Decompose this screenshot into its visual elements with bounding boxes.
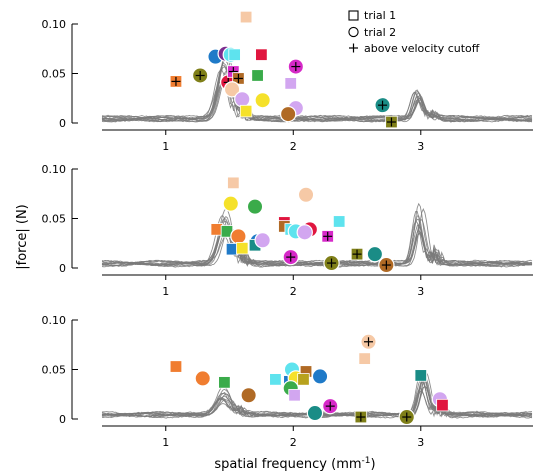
trial1-square-marker: [358, 352, 371, 365]
trial2-circle-marker: [246, 198, 264, 215]
force-trace: [101, 211, 533, 266]
force-trace: [102, 66, 533, 120]
y-axis-label: |force| (N): [15, 204, 30, 270]
trial1-square-marker: [251, 69, 264, 82]
trial1-square-marker: [255, 48, 268, 61]
force-trace: [101, 68, 533, 122]
y-tick-label: 0: [59, 262, 66, 275]
force-traces: [101, 202, 533, 268]
trial1-square-marker: [218, 376, 231, 389]
force-trace: [101, 217, 533, 265]
trial1-square-marker: [332, 215, 346, 228]
legend-label-above-cutoff: above velocity cutoff: [364, 42, 480, 55]
marker-points: [169, 10, 398, 129]
x-axis-label: spatial frequency (mm-1): [214, 456, 375, 472]
legend: trial 1 trial 2 above velocity cutoff: [348, 9, 480, 55]
x-tick-label: 1: [162, 436, 169, 449]
trial2-circle-marker: [240, 387, 257, 404]
trial2-circle-marker: [254, 92, 271, 109]
x-tick-label: 2: [290, 285, 297, 298]
force-trace: [101, 81, 533, 120]
force-traces: [101, 49, 533, 123]
trial2-circle-marker: [279, 105, 297, 123]
x-tick-label: 2: [290, 140, 297, 153]
trial2-circle-marker: [296, 224, 313, 241]
panel-3: 0 0.05 0.10 1 2 3: [42, 314, 533, 449]
trial1-square-marker: [284, 77, 297, 90]
trial2-circle-marker: [306, 404, 324, 422]
legend-label-trial-1: trial 1: [364, 9, 396, 22]
force-trace: [101, 215, 532, 266]
trial1-square-marker: [269, 373, 282, 386]
force-trace: [101, 73, 533, 122]
trial1-square-marker: [297, 373, 310, 386]
y-tick-label: 0.05: [42, 364, 67, 377]
trial1-square-marker: [239, 10, 253, 24]
trial2-circle-marker: [297, 186, 315, 203]
trial2-circle-marker: [222, 195, 239, 212]
marker-points: [210, 176, 395, 274]
force-trace: [101, 64, 533, 121]
force-trace: [101, 215, 533, 266]
y-tick-label: 0.10: [42, 18, 67, 31]
trial1-square-marker: [288, 389, 301, 402]
force-trace: [101, 207, 533, 267]
trial1-square-marker: [227, 176, 240, 190]
legend-circle-icon: [348, 26, 359, 38]
trial2-circle-marker: [234, 91, 251, 108]
trial2-circle-marker: [254, 232, 271, 249]
x-axis-label-sup: -1: [362, 456, 371, 466]
y-tick-label: 0.05: [42, 68, 67, 81]
force-trace: [101, 52, 533, 120]
trial1-square-marker: [414, 369, 427, 382]
x-tick-label: 3: [417, 285, 424, 298]
x-tick-label: 2: [290, 436, 297, 449]
trial2-circle-marker: [230, 228, 247, 245]
x-tick-label: 3: [417, 436, 424, 449]
trial1-square-marker: [436, 398, 449, 412]
force-trace: [101, 63, 533, 122]
x-tick-label: 1: [162, 285, 169, 298]
y-tick-label: 0.05: [42, 213, 67, 226]
y-tick-label: 0.10: [42, 314, 67, 327]
legend-plus-icon: [349, 43, 358, 53]
force-trace: [101, 215, 533, 268]
panel-1: 0 0.05 0.10 1 2 3: [42, 10, 533, 153]
panel-2: 0 0.05 0.10 1 2 3: [42, 163, 533, 298]
trial1-square-marker: [228, 48, 241, 61]
force-trace: [101, 60, 533, 123]
x-tick-label: 3: [417, 140, 424, 153]
trial2-circle-marker: [311, 368, 329, 385]
x-axis-label-main: spatial frequency (mm: [214, 457, 361, 472]
force-trace: [101, 49, 533, 119]
y-tick-label: 0: [59, 413, 66, 426]
y-tick-label: 0: [59, 117, 66, 130]
legend-label-trial-2: trial 2: [364, 26, 396, 39]
trial1-square-marker: [239, 104, 253, 118]
force-trace: [101, 202, 532, 265]
marker-points: [169, 333, 449, 426]
trial2-circle-marker: [366, 245, 384, 263]
x-axis-label-end: ): [371, 457, 376, 472]
force-trace: [101, 70, 533, 123]
legend-square-icon: [348, 10, 359, 21]
trial2-circle-marker: [194, 370, 211, 387]
force-trace: [101, 208, 533, 265]
y-tick-label: 0.10: [42, 163, 67, 176]
trial1-square-marker: [169, 360, 183, 373]
trial2-circle-marker: [223, 81, 241, 98]
x-tick-label: 1: [162, 140, 169, 153]
trial1-square-marker: [236, 241, 249, 255]
force-trace: [101, 74, 533, 122]
